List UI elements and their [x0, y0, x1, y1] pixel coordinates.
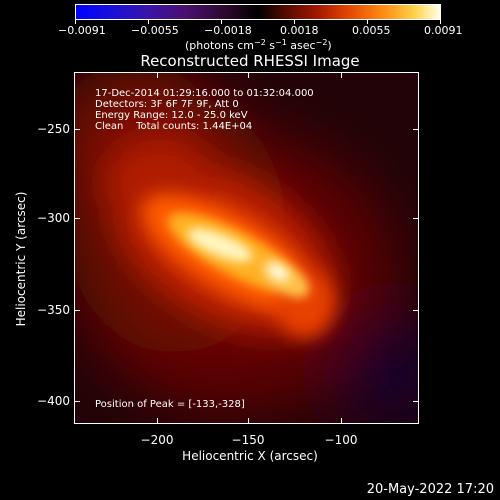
y-tick-label: −300	[37, 211, 70, 225]
colorbar-tick-label: −0.0055	[131, 24, 179, 37]
colorbar-tick-mark	[148, 20, 149, 24]
x-tick-mark	[341, 72, 342, 78]
colorbar-units: (photons cm−2 s−1 asec−2)	[185, 38, 332, 52]
x-tick-label: −200	[140, 433, 174, 447]
colorbar-tick-mark	[294, 20, 295, 24]
colorbar-tick-mark	[367, 20, 368, 24]
plot-title: Reconstructed RHESSI Image	[140, 52, 360, 70]
colorbar-tick-mark	[440, 20, 441, 24]
y-tick-mark	[74, 218, 80, 219]
x-tick-mark	[157, 72, 158, 78]
x-tick-mark	[157, 418, 158, 424]
y-tick-mark	[413, 310, 419, 311]
flare-image	[75, 73, 418, 423]
x-tick-mark	[341, 418, 342, 424]
y-tick-label: −350	[37, 303, 70, 317]
plot-timestamp: 20-May-2022 17:20	[366, 482, 494, 497]
colorbar-tick-mark	[75, 20, 76, 24]
y-tick-mark	[413, 129, 419, 130]
colorbar-tick-label: 0.0018	[280, 24, 319, 37]
y-tick-mark	[413, 218, 419, 219]
colorbar-tick-mark	[221, 20, 222, 24]
x-tick-mark	[248, 72, 249, 78]
y-tick-mark	[74, 310, 80, 311]
energy-range-info: Energy Range: 12.0 - 25.0 keV	[95, 110, 248, 121]
colorbar-tick-label: −0.0091	[58, 24, 106, 37]
clean-counts-info: Clean Total counts: 1.44E+04	[95, 121, 253, 132]
colorbar-tick-label: −0.0018	[204, 24, 252, 37]
colorbar-tick-label: 0.0055	[352, 24, 391, 37]
colorbar-tick-label: 0.0091	[424, 24, 463, 37]
y-tick-label: −250	[37, 122, 70, 136]
y-tick-mark	[74, 401, 80, 402]
y-tick-label: −400	[37, 394, 70, 408]
y-axis-label: Heliocentric Y (arcsec)	[14, 191, 28, 327]
detectors-info: Detectors: 3F 6F 7F 9F, Att 0	[95, 99, 239, 110]
x-axis-label: Heliocentric X (arcsec)	[182, 449, 318, 463]
observation-time: 17-Dec-2014 01:29:16.000 to 01:32:04.000	[95, 88, 314, 99]
y-tick-mark	[74, 129, 80, 130]
x-tick-label: −100	[324, 433, 358, 447]
rhessi-image-panel: 17-Dec-2014 01:29:16.000 to 01:32:04.000…	[74, 72, 419, 424]
x-tick-mark	[248, 418, 249, 424]
colorbar	[75, 4, 441, 20]
peak-position-info: Position of Peak = [-133,-328]	[95, 399, 245, 410]
x-tick-label: −150	[231, 433, 265, 447]
y-tick-mark	[413, 401, 419, 402]
